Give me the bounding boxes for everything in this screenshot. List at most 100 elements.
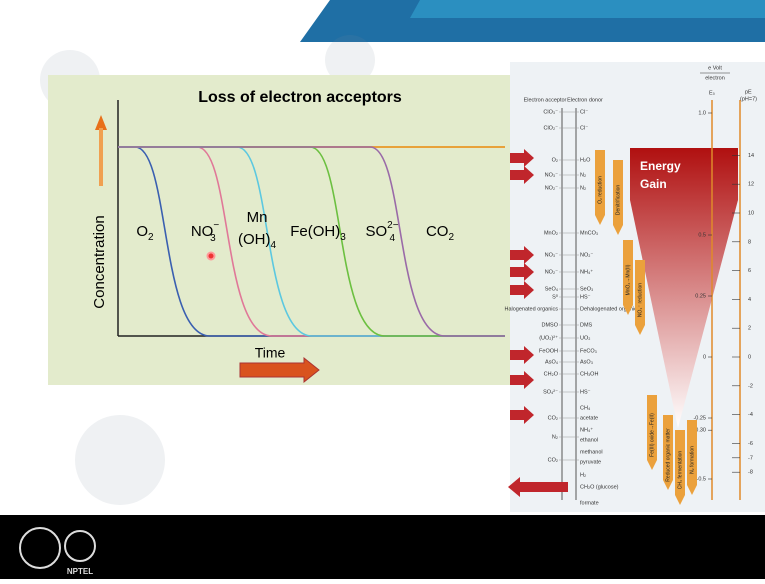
pe-tick-label: 8 — [748, 239, 751, 245]
donor: FeCO₃ — [580, 348, 597, 354]
e0-tick-label: 0 — [703, 354, 706, 360]
energy-label: Energy — [640, 159, 681, 173]
decoration — [0, 515, 765, 579]
zone-label: Fe(OH)3 — [290, 223, 346, 243]
zone-sup: − — [213, 220, 219, 231]
donor: NO₂⁻ — [580, 252, 593, 258]
pe-tick-label: -6 — [748, 441, 753, 447]
acceptor: MnO₂ — [544, 230, 558, 236]
e0-tick-label: -0.5 — [697, 476, 706, 482]
pe-tick-label: 12 — [748, 182, 754, 188]
zone-sub: 4 — [390, 233, 396, 244]
donor: UO₂ — [580, 335, 590, 341]
donor: NH₄⁺ — [580, 268, 593, 275]
process-label: N₂ formation — [689, 446, 695, 474]
acceptor: CO₂ — [548, 415, 558, 421]
acceptor: ClO₃⁻ — [543, 109, 558, 115]
zone-text: SO — [365, 223, 387, 240]
zone-text: Mn — [247, 209, 268, 226]
acceptor: N₂ — [552, 434, 558, 440]
decoration — [410, 0, 765, 18]
zone-text: (OH) — [238, 231, 271, 248]
donor: HS⁻ — [580, 294, 591, 300]
pe-tick-label: 6 — [748, 268, 751, 274]
decoration — [75, 415, 165, 505]
donor: SeO₃ — [580, 286, 593, 292]
pe-tick-label: -2 — [748, 383, 753, 389]
pe-tick-label: 10 — [748, 210, 754, 216]
acceptor: NO₃⁻ — [545, 252, 558, 258]
process-label: CH₄ fermentation — [677, 451, 683, 490]
zone-sub: 2 — [448, 232, 454, 243]
pe-note: (pH=7) — [740, 96, 757, 102]
acceptor: DMSO — [542, 322, 559, 328]
y-label: Concentration — [91, 215, 108, 308]
acceptor: NO₃⁻ — [545, 172, 558, 178]
zone-sup: 2− — [387, 220, 399, 231]
process-label: O₂ reduction — [597, 176, 603, 204]
donor: N₂ — [580, 172, 586, 178]
energy-label: Gain — [640, 177, 667, 191]
acceptor: NO₂⁻ — [545, 269, 558, 275]
e0-label: E₀ — [709, 90, 715, 96]
footer-text: NPTEL — [67, 567, 93, 576]
donor: Cl⁻ — [580, 109, 588, 115]
acceptor: (UO₂)²⁺ — [539, 334, 558, 341]
process-label: Fe(III) oxide→Fe(II) — [649, 413, 655, 457]
donor: MnCO₃ — [580, 230, 598, 236]
zone-text: CO — [426, 223, 449, 240]
donor: CH₂O (glucose) — [580, 484, 619, 490]
unit-bottom: electron — [705, 75, 725, 81]
cursor-dot — [208, 253, 215, 260]
pe-label: pE — [745, 89, 752, 95]
process-label: NO₃⁻ reduction — [637, 283, 643, 317]
process-label: Denitrification — [615, 185, 621, 216]
acceptor: CH₂O — [544, 371, 559, 377]
acceptor: CO₂ — [548, 457, 558, 463]
donor: acetate — [580, 415, 598, 421]
chart-title: Loss of electron acceptors — [198, 89, 402, 106]
zone-label: Mn — [247, 209, 268, 226]
pe-tick-label: -4 — [748, 412, 753, 418]
e0-tick-label: 0.5 — [698, 232, 706, 238]
zone-sub: 2 — [148, 232, 154, 243]
pe-tick-label: 0 — [748, 354, 751, 360]
e0-tick-label: 0.25 — [695, 293, 706, 299]
unit-top: e Volt — [708, 65, 722, 71]
pe-tick-label: -7 — [748, 455, 753, 461]
acceptor: FeOOH — [539, 348, 558, 354]
acceptor: O₂ — [552, 157, 558, 163]
donor: H₂O — [580, 157, 591, 163]
donor: N₂ — [580, 185, 586, 191]
donor: CH₄ — [580, 405, 591, 411]
donor: NH₄⁺ — [580, 426, 593, 433]
zone-text: O — [136, 223, 148, 240]
donor: CH₃OH — [580, 371, 598, 377]
donor: pyruvate — [580, 459, 601, 465]
acceptor: AsO₄ — [545, 359, 559, 365]
acceptor: SeO₄ — [545, 286, 559, 292]
donor: methanol — [580, 449, 603, 455]
donor: H₂ — [580, 472, 586, 478]
acceptor: SO₄²⁻ — [543, 389, 558, 395]
process-label: Reduced organic matter — [665, 428, 671, 482]
x-label: Time — [255, 345, 286, 361]
pe-tick-label: -8 — [748, 470, 753, 476]
donor: Cl⁻ — [580, 125, 588, 131]
acceptor: Halogenated organics — [504, 306, 558, 312]
donor: formate — [580, 500, 599, 506]
donor: DMS — [580, 322, 593, 328]
page: Loss of electron acceptors Concentration T… — [0, 0, 765, 579]
acceptor: NO₂⁻ — [545, 185, 558, 191]
e0-tick-label: 1.0 — [698, 110, 706, 116]
acceptor-header: Electron acceptor — [524, 97, 567, 103]
pe-tick-label: 4 — [748, 297, 751, 303]
acceptor: ClO₂⁻ — [543, 125, 558, 131]
zone-sub: 3 — [210, 233, 216, 244]
acceptor: S⁰ — [552, 293, 559, 300]
zone-text: Fe(OH) — [290, 223, 340, 240]
pe-tick-label: 14 — [748, 153, 754, 159]
process-label: MnO₂→Mn(II) — [625, 264, 631, 295]
zone-sub: 4 — [270, 240, 276, 251]
up-arrow-shaft — [99, 128, 103, 186]
